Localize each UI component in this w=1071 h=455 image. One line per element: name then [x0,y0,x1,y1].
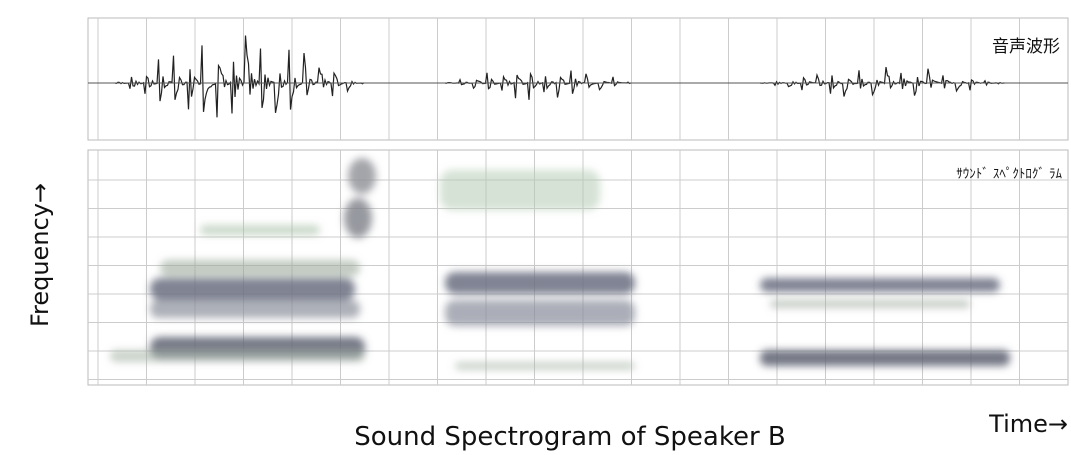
spectrogram-figure: 音声波形 ｻｳﾝﾄﾞ ｽﾍﾟｸﾄﾛｸﾞ ﾗﾑ Frequency→ Time→ … [0,0,1071,455]
waveform-label: 音声波形 [992,37,1060,57]
spectrogram-label: ｻｳﾝﾄﾞ ｽﾍﾟｸﾄﾛｸﾞ ﾗﾑ [956,167,1062,182]
y-axis-label: Frequency→ [26,183,54,327]
x-axis-label: Time→ [988,410,1068,438]
waveform-panel [88,18,1068,140]
figure: 音声波形 ｻｳﾝﾄﾞ ｽﾍﾟｸﾄﾛｸﾞ ﾗﾑ Frequency→ Time→ … [0,0,1071,455]
caption: Sound Spectrogram of Speaker B [354,422,786,452]
